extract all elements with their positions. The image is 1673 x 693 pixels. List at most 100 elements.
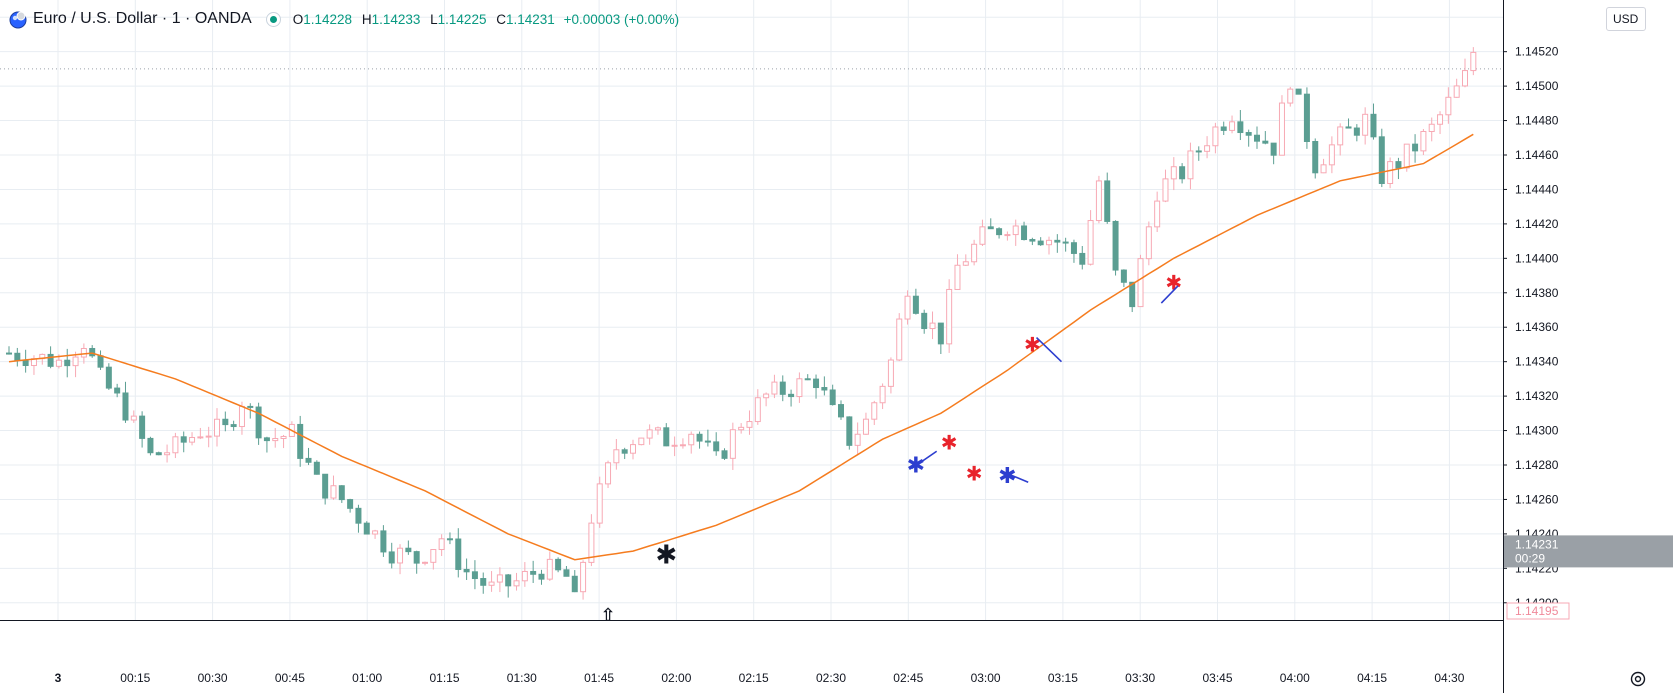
candle-body (896, 318, 903, 361)
candle-body (388, 551, 395, 564)
close-value: 1.14231 (505, 11, 555, 27)
time-tick-label: 01:00 (352, 671, 382, 685)
candle-body (530, 570, 537, 575)
candle (1120, 269, 1127, 288)
candle-body (1345, 126, 1352, 129)
time-tick-label: 02:30 (816, 671, 846, 685)
candle-body (912, 295, 919, 314)
candle (688, 431, 695, 454)
candle-body (1220, 126, 1227, 131)
candle-body (180, 436, 187, 443)
candle (97, 350, 104, 370)
price-tick-label: 1.14500 (1515, 79, 1559, 93)
candle-body (1062, 241, 1069, 244)
candle-body (971, 243, 978, 263)
candle-body (571, 575, 578, 593)
candle-body (596, 483, 603, 524)
candle (721, 448, 728, 460)
price-tick-label: 1.14460 (1515, 148, 1559, 162)
candle (1021, 221, 1028, 241)
candle-body (72, 356, 79, 367)
candle-body (1170, 166, 1177, 180)
candle-body (205, 435, 212, 438)
candle (313, 460, 320, 475)
candle-body (1353, 127, 1360, 136)
candle-body (954, 264, 961, 290)
grid-lines (0, 0, 1503, 620)
time-tick-label: 01:15 (429, 671, 459, 685)
candle-body (1021, 225, 1028, 241)
candle (355, 504, 362, 533)
candle-body (580, 561, 587, 593)
candle (879, 383, 886, 410)
change-value: +0.00003 (+0.00%) (563, 11, 680, 27)
time-tick-label: 00:30 (198, 671, 228, 685)
candle (871, 400, 878, 426)
candle (1054, 234, 1061, 253)
candle-body (1312, 140, 1319, 174)
candle (388, 542, 395, 569)
candle (1303, 87, 1310, 149)
candle-body (746, 421, 753, 428)
last-price-badge (1504, 535, 1673, 568)
candle-body (1212, 126, 1219, 147)
candle-body (788, 393, 795, 398)
candle (488, 571, 495, 592)
time-axis-bg (0, 621, 1503, 693)
candle-body (771, 381, 778, 395)
candle-body (1362, 113, 1369, 136)
candle (1104, 172, 1111, 224)
candle (1428, 117, 1435, 142)
candle (1312, 138, 1319, 179)
candle-body (1070, 242, 1077, 254)
candle (1337, 123, 1344, 156)
open-label: O (292, 11, 304, 27)
candle-body (1079, 252, 1086, 265)
price-tick-label: 1.14360 (1515, 320, 1559, 334)
close-label: C (496, 11, 506, 27)
candle-body (1012, 225, 1019, 236)
candle (846, 416, 853, 450)
candle-body (1453, 85, 1460, 98)
candle (380, 525, 387, 557)
candle (821, 376, 828, 396)
candle (422, 561, 428, 566)
candle (1037, 237, 1044, 246)
gear-icon[interactable] (1629, 670, 1647, 688)
candle-body (979, 226, 986, 245)
candle (796, 372, 803, 403)
candle-body (804, 378, 811, 381)
candle (397, 544, 404, 575)
candle (1270, 142, 1277, 165)
candle (521, 562, 528, 587)
candle-body (1095, 180, 1102, 222)
candle (1470, 47, 1477, 76)
signal-marker: ✱ (941, 431, 958, 455)
candle-body (1046, 239, 1052, 246)
candle (1370, 103, 1377, 140)
candle (164, 444, 171, 463)
candle-body (921, 312, 928, 330)
candle-body (122, 392, 129, 421)
candle-body (313, 461, 320, 475)
candle (580, 560, 587, 600)
candle-body (1412, 143, 1419, 152)
price-tick-label: 1.14340 (1515, 355, 1559, 369)
candle-body (422, 561, 428, 564)
candle-body (962, 261, 969, 266)
candle-body (1112, 220, 1119, 271)
candle (363, 521, 370, 535)
candle-body (1420, 131, 1427, 152)
candle-body (1295, 88, 1302, 95)
candle-body (879, 385, 886, 404)
candle (987, 218, 994, 230)
currency-button[interactable]: USD (1606, 7, 1646, 31)
candle-body (238, 405, 245, 428)
symbol-title[interactable]: Euro / U.S. Dollar · 1 · OANDA (33, 10, 252, 27)
candle (1345, 118, 1352, 129)
candle-body (1004, 234, 1011, 237)
candle-body (222, 418, 229, 426)
candle (1237, 110, 1244, 141)
candle (405, 540, 412, 555)
